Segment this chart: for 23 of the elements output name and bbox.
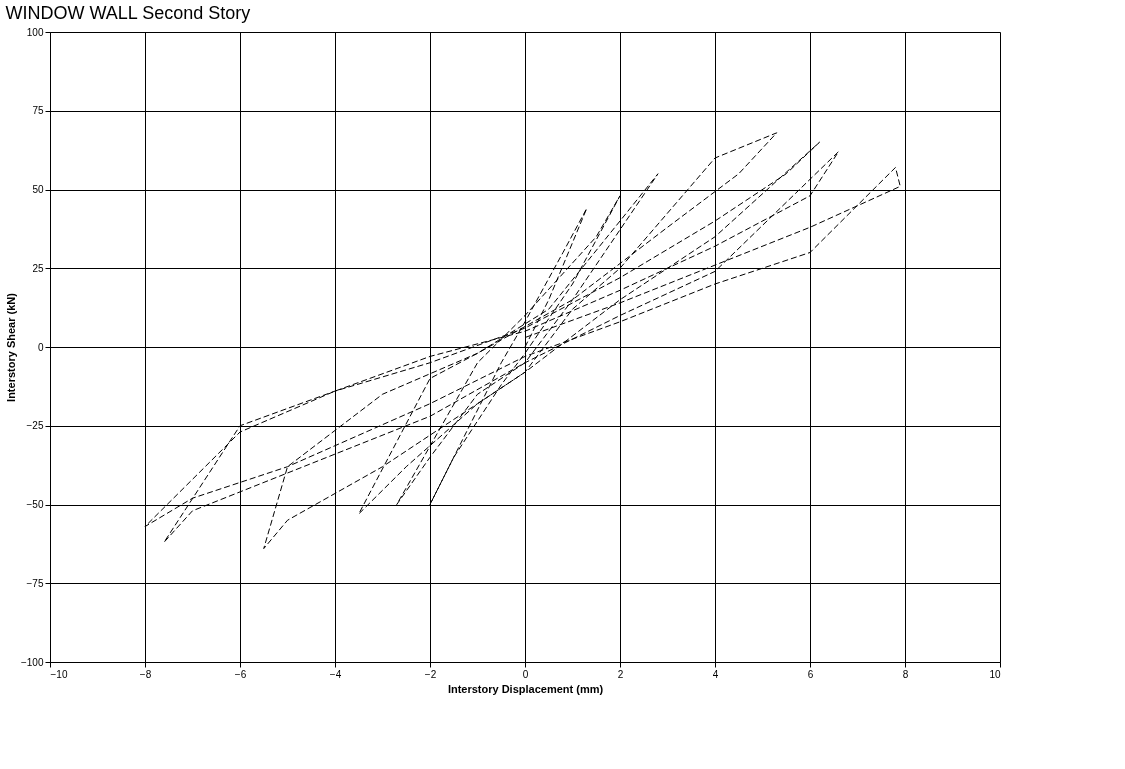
y-tick-label: −75 — [26, 577, 44, 589]
x-tick-label: −10 — [50, 668, 68, 680]
x-tick-label: −6 — [234, 668, 247, 680]
x-tick-label: 8 — [902, 668, 909, 680]
y-tick-label: 75 — [32, 105, 44, 117]
y-tick-label: 25 — [32, 262, 44, 274]
y-tick-label: −100 — [20, 656, 44, 668]
chart-title: WINDOW WALL Second Story — [5, 3, 251, 23]
x-tick-label: 6 — [807, 668, 814, 680]
y-axis-title: Interstory Shear (kN) — [4, 292, 17, 402]
x-tick-label: 4 — [712, 668, 719, 680]
y-tick-label: 50 — [32, 184, 44, 195]
x-tick-label: −8 — [139, 668, 152, 680]
y-tick-label: −50 — [26, 499, 44, 510]
y-tick-label: 100 — [26, 26, 44, 38]
y-tick-label: 0 — [37, 341, 44, 353]
x-tick-label: 2 — [617, 668, 624, 680]
x-tick-label: 10 — [989, 668, 1001, 680]
x-tick-label: −4 — [329, 668, 342, 680]
x-axis-title: Interstory Displacement (mm) — [447, 682, 604, 695]
x-tick-label: 0 — [522, 668, 529, 680]
y-tick-label: −25 — [26, 420, 44, 432]
x-tick-label: −2 — [424, 668, 437, 680]
